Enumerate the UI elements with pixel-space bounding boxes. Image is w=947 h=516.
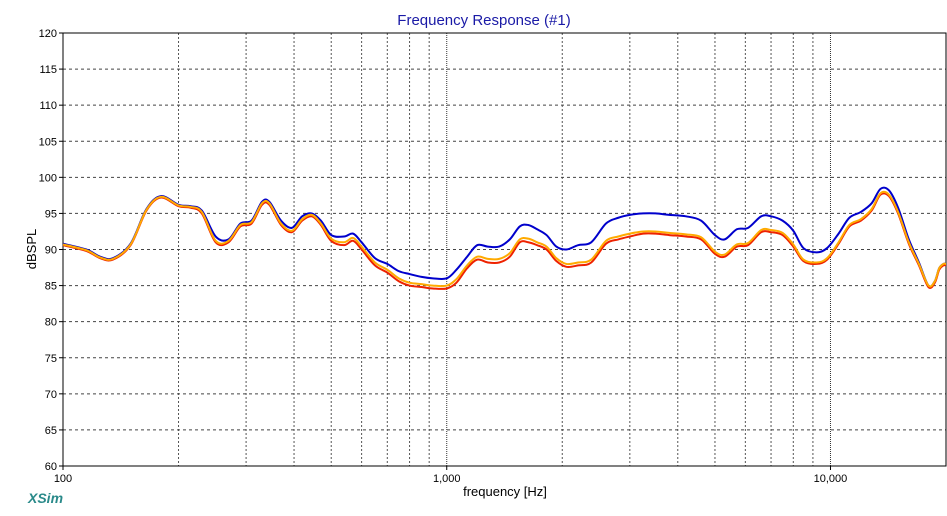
y-tick-label: 75: [45, 353, 57, 365]
y-axis-ticks: 60 65 70 75 80 85 90 95 100 105 110 115 120: [39, 28, 63, 473]
series-line-3: [62, 190, 947, 288]
xsim-logo: XSim: [27, 490, 63, 506]
y-tick-label: 70: [45, 389, 57, 401]
chart-title: Frequency Response (#1): [397, 12, 570, 29]
x-tick-label: 1,000: [433, 473, 461, 485]
x-tick-label: 10,000: [814, 473, 848, 485]
x-tick-label: 100: [54, 473, 72, 485]
x-axis-ticks: 100 1,000 10,000: [54, 466, 847, 485]
y-tick-label: 100: [39, 172, 57, 184]
y-tick-label: 95: [45, 208, 57, 220]
y-tick-label: 115: [39, 64, 57, 76]
y-axis-label: dBSPL: [24, 229, 39, 269]
y-tick-label: 65: [45, 425, 57, 437]
y-tick-label: 90: [45, 245, 57, 257]
x-axis-label: frequency [Hz]: [463, 484, 547, 499]
series-line-1: [62, 186, 947, 288]
y-tick-label: 120: [39, 28, 57, 40]
grid-lines: [63, 33, 946, 466]
y-tick-label: 60: [45, 461, 57, 473]
y-tick-label: 85: [45, 281, 57, 293]
y-tick-label: 110: [39, 100, 57, 112]
y-tick-label: 80: [45, 317, 57, 329]
series-lines: [62, 186, 947, 290]
y-tick-label: 105: [39, 136, 57, 148]
